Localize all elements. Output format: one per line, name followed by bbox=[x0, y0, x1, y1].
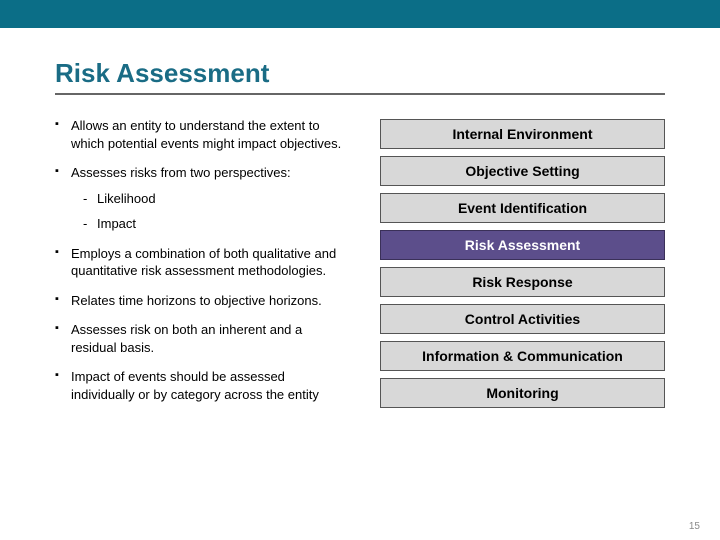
bullet-text: Assesses risks from two perspectives: bbox=[71, 165, 291, 180]
bullet-list: Allows an entity to understand the exten… bbox=[55, 117, 350, 404]
title-underline bbox=[55, 93, 665, 95]
sub-bullet-text: Impact bbox=[97, 216, 136, 231]
sub-bullet-text: Likelihood bbox=[97, 191, 156, 206]
block-label: Objective Setting bbox=[465, 163, 579, 179]
block-label: Risk Assessment bbox=[465, 237, 580, 253]
two-column-layout: Allows an entity to understand the exten… bbox=[55, 117, 665, 416]
bullet-item: Relates time horizons to objective horiz… bbox=[55, 292, 350, 310]
component-block: Event Identification bbox=[380, 193, 665, 223]
sub-bullet-item: Likelihood bbox=[71, 190, 350, 208]
component-block: Risk Response bbox=[380, 267, 665, 297]
component-block: Monitoring bbox=[380, 378, 665, 408]
bullet-text: Relates time horizons to objective horiz… bbox=[71, 293, 322, 308]
page-number: 15 bbox=[689, 521, 700, 532]
bullet-text: Allows an entity to understand the exten… bbox=[71, 118, 341, 151]
block-label: Internal Environment bbox=[452, 126, 592, 142]
block-label: Control Activities bbox=[465, 311, 580, 327]
component-block: Control Activities bbox=[380, 304, 665, 334]
bullet-text: Assesses risk on both an inherent and a … bbox=[71, 322, 302, 355]
sub-bullet-item: Impact bbox=[71, 215, 350, 233]
component-block: Information & Communication bbox=[380, 341, 665, 371]
component-block-highlighted: Risk Assessment bbox=[380, 230, 665, 260]
sub-bullet-list: Likelihood Impact bbox=[71, 190, 350, 233]
slide-content: Risk Assessment Allows an entity to unde… bbox=[0, 28, 720, 416]
component-block: Objective Setting bbox=[380, 156, 665, 186]
bullet-item: Assesses risk on both an inherent and a … bbox=[55, 321, 350, 356]
right-column: Internal Environment Objective Setting E… bbox=[380, 117, 665, 416]
page-title: Risk Assessment bbox=[55, 58, 665, 89]
block-label: Monitoring bbox=[486, 385, 558, 401]
bullet-item: Employs a combination of both qualitativ… bbox=[55, 245, 350, 280]
block-label: Information & Communication bbox=[422, 348, 623, 364]
block-label: Risk Response bbox=[472, 274, 572, 290]
bullet-text: Employs a combination of both qualitativ… bbox=[71, 246, 336, 279]
bullet-item: Impact of events should be assessed indi… bbox=[55, 368, 350, 403]
bullet-item: Assesses risks from two perspectives: Li… bbox=[55, 164, 350, 233]
component-block: Internal Environment bbox=[380, 119, 665, 149]
left-column: Allows an entity to understand the exten… bbox=[55, 117, 350, 416]
block-label: Event Identification bbox=[458, 200, 587, 216]
top-bar bbox=[0, 0, 720, 28]
bullet-text: Impact of events should be assessed indi… bbox=[71, 369, 319, 402]
bullet-item: Allows an entity to understand the exten… bbox=[55, 117, 350, 152]
